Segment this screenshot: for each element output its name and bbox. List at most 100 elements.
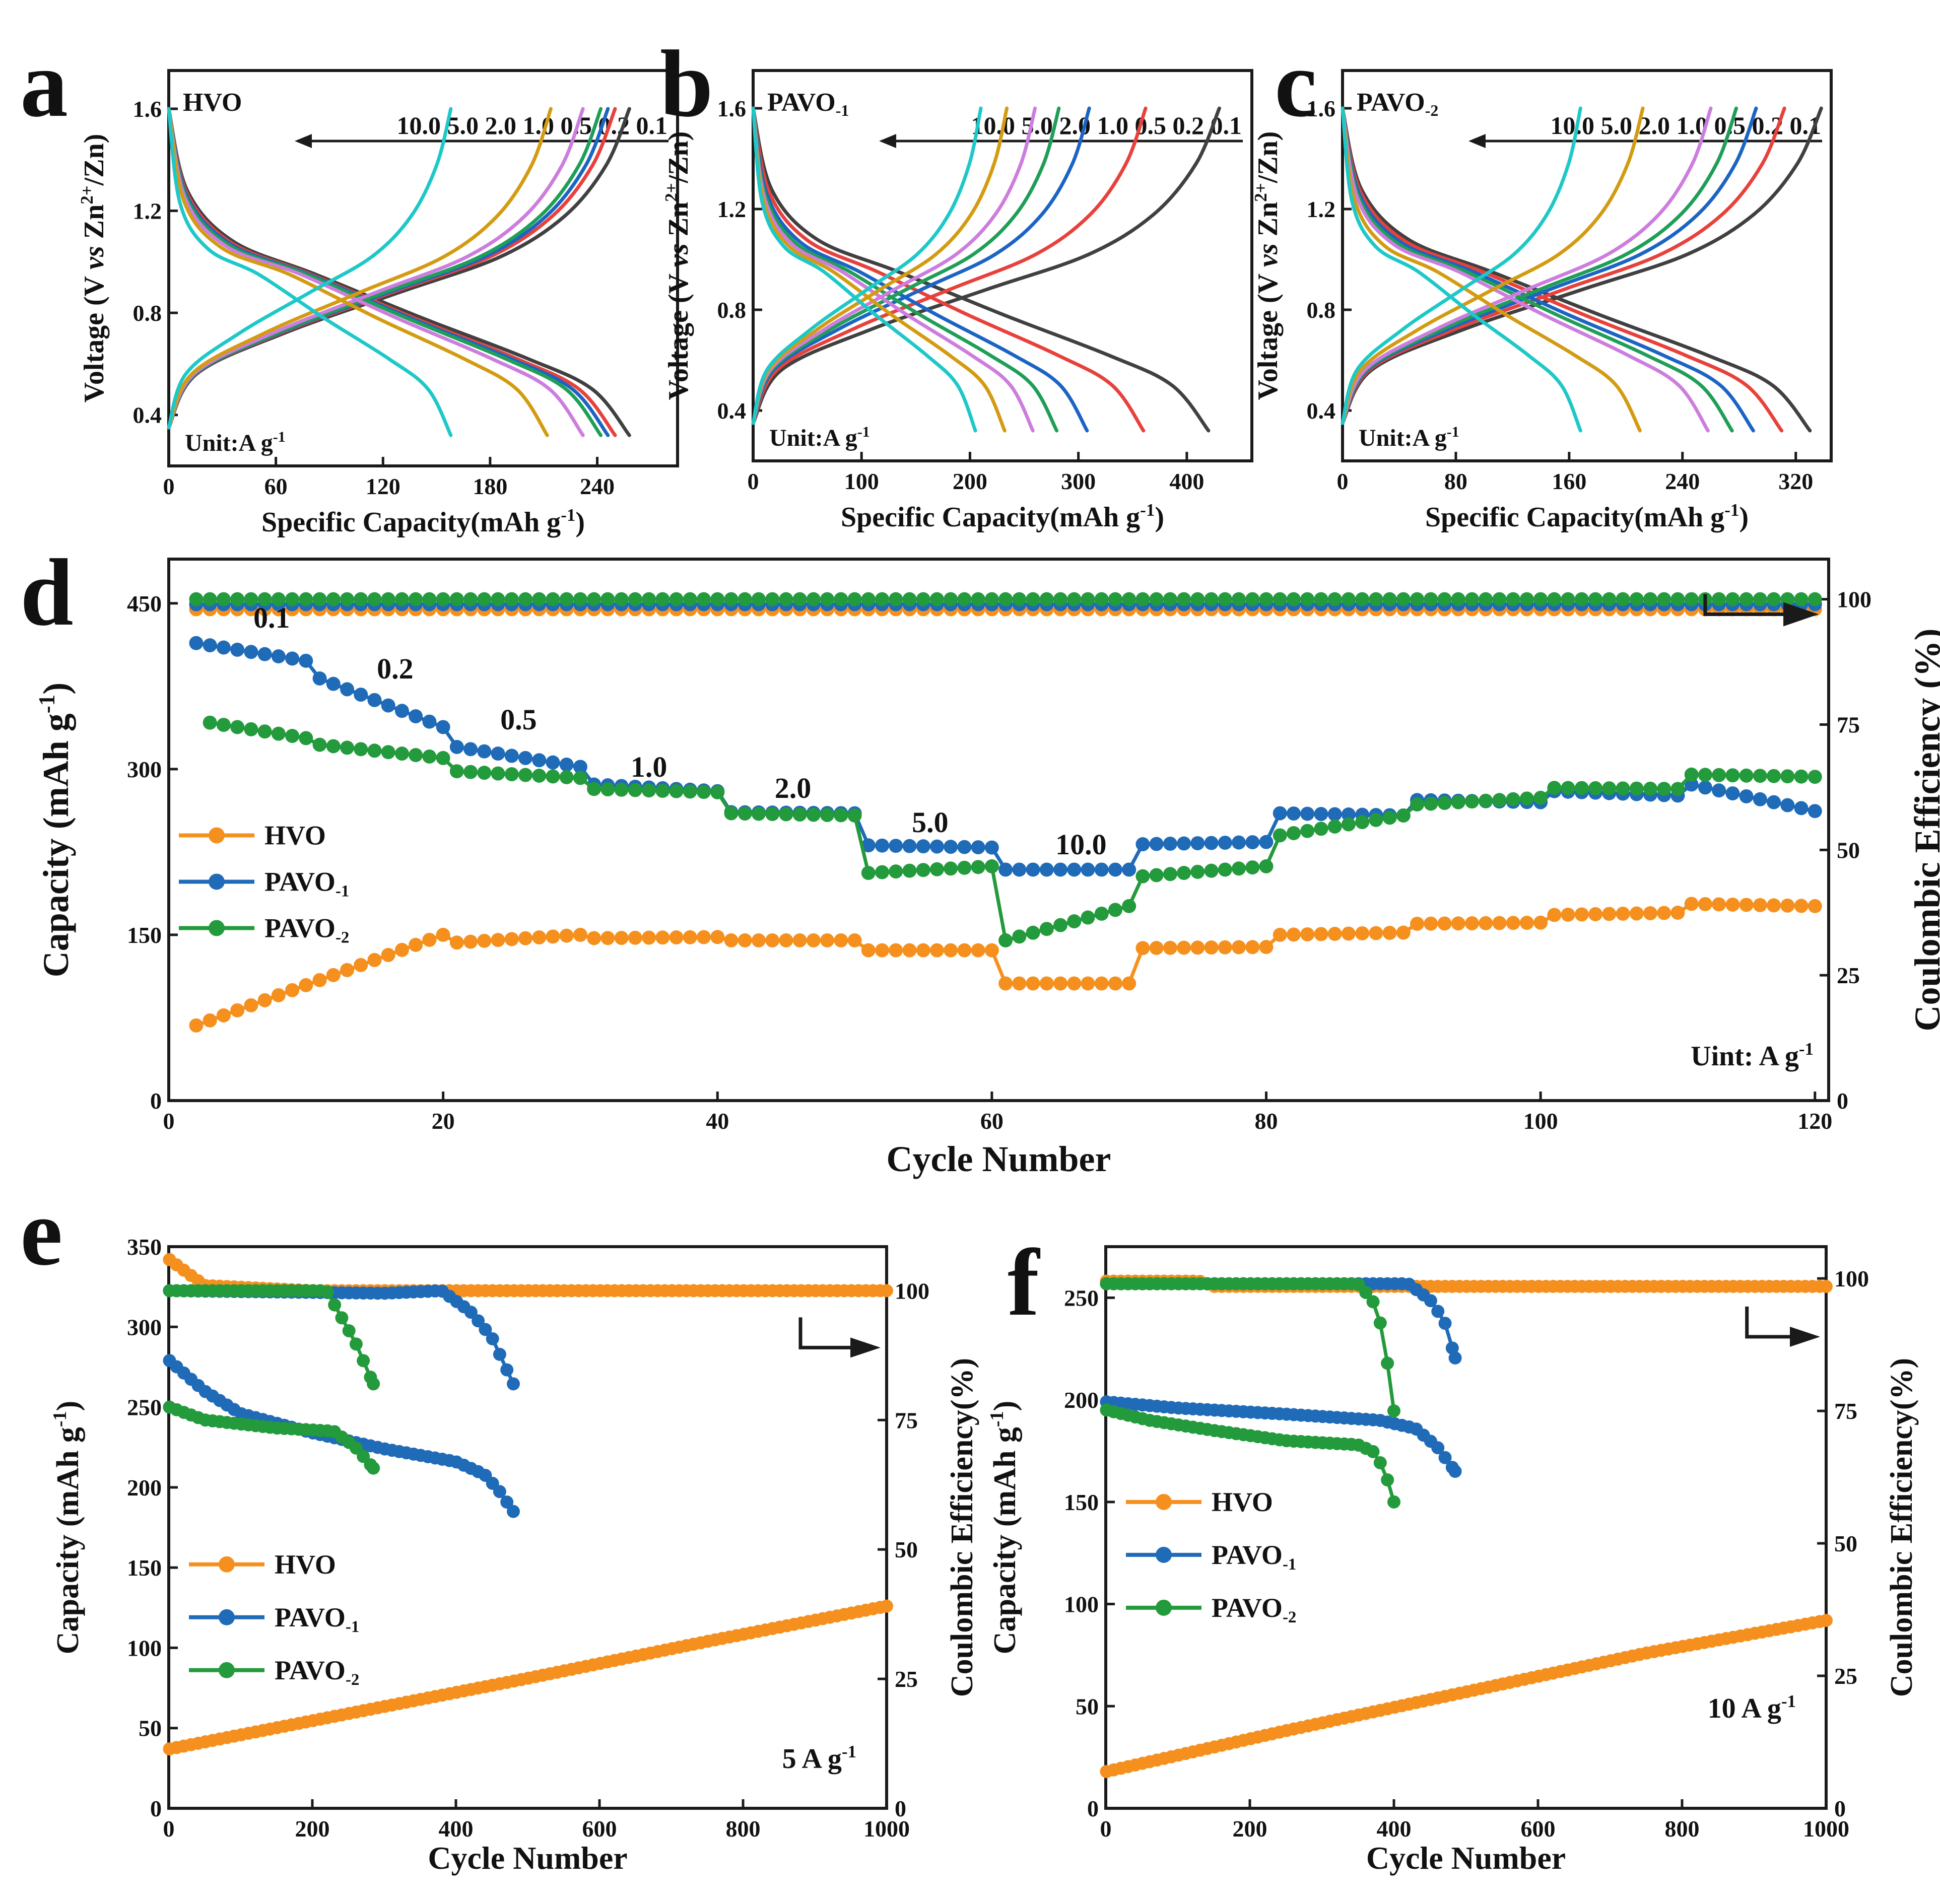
ce-point-pavo-2 xyxy=(1396,592,1411,606)
capacity-point-hvo xyxy=(1122,976,1136,991)
capacity-point-pavo-1 xyxy=(1725,786,1740,801)
capacity-point-pavo-1 xyxy=(1448,1465,1462,1478)
y-tick-label: 0.4 xyxy=(133,402,162,428)
capacity-point-hvo xyxy=(257,993,272,1007)
capacity-point-pavo-1 xyxy=(875,838,890,853)
capacity-point-hvo xyxy=(875,943,890,958)
ce-point-pavo-2 xyxy=(1355,592,1370,606)
ce-point-pavo-2 xyxy=(1149,592,1164,606)
capacity-point-pavo-1 xyxy=(1026,862,1040,877)
capacity-point-hvo xyxy=(1602,907,1617,921)
capacity-point-hvo xyxy=(1684,897,1699,911)
ce-point-pavo-2 xyxy=(1451,592,1465,606)
legend-label-hvo: HVO xyxy=(1212,1487,1273,1517)
capacity-point-pavo-1 xyxy=(257,647,272,661)
capacity-point-pavo-2 xyxy=(1094,906,1109,921)
ce-point-pavo-2 xyxy=(1094,592,1109,606)
ce-point-pavo-2 xyxy=(299,592,313,606)
ce-point-pavo-2 xyxy=(342,1324,356,1337)
y-tick-label: 150 xyxy=(127,1555,162,1581)
ce-point-pavo-2 xyxy=(1657,592,1671,606)
capacity-point-pavo-2 xyxy=(1396,808,1411,823)
plot-frame xyxy=(167,558,1830,1102)
y2-tick-label: 100 xyxy=(1834,1266,1869,1291)
capacity-point-pavo-2 xyxy=(1808,770,1822,784)
capacity-point-pavo-1 xyxy=(354,688,368,702)
y-tick-label: 450 xyxy=(127,591,162,617)
capacity-point-pavo-1 xyxy=(203,638,217,653)
capacity-point-hvo xyxy=(998,976,1013,991)
y-tick-label: 250 xyxy=(1064,1285,1099,1311)
capacity-point-hvo xyxy=(1506,916,1520,930)
capacity-point-hvo xyxy=(1410,916,1425,931)
capacity-point-pavo-1 xyxy=(1259,835,1274,849)
x-tick-label: 0 xyxy=(163,473,175,499)
capacity-point-hvo xyxy=(1424,916,1438,931)
x-tick-label: 20 xyxy=(432,1108,455,1134)
discharge-curve-0-5 xyxy=(167,107,610,437)
capacity-line-hvo xyxy=(195,902,1815,1028)
ce-point-pavo-2 xyxy=(724,592,739,606)
capacity-point-pavo-2 xyxy=(1492,793,1507,807)
capacity-point-pavo-2 xyxy=(1163,867,1177,881)
capacity-point-pavo-2 xyxy=(367,743,382,758)
capacity-point-pavo-1 xyxy=(1108,862,1122,877)
panel-letter: b xyxy=(660,31,713,137)
y2-tick-label: 100 xyxy=(895,1278,929,1304)
capacity-point-pavo-2 xyxy=(518,768,533,782)
capacity-point-pavo-2 xyxy=(1387,1495,1400,1509)
capacity-point-pavo-2 xyxy=(1519,791,1534,806)
discharge-curve-10-0 xyxy=(751,106,977,433)
capacity-point-pavo-2 xyxy=(971,860,985,874)
capacity-point-pavo-1 xyxy=(998,862,1013,877)
capacity-point-pavo-1 xyxy=(422,714,437,729)
y2-axis-title: Coulombic Efficiency (%) xyxy=(1907,629,1940,1032)
x-axis-title: Cycle Number xyxy=(1366,1840,1566,1876)
capacity-point-pavo-1 xyxy=(463,742,478,757)
capacity-point-hvo xyxy=(422,932,437,947)
capacity-point-hvo xyxy=(765,933,780,947)
capacity-point-hvo xyxy=(559,928,574,943)
charge-curve-10-0 xyxy=(1341,106,1582,425)
capacity-point-pavo-2 xyxy=(1780,769,1795,784)
ce-point-pavo-1 xyxy=(464,1306,478,1319)
capacity-point-hvo xyxy=(669,930,684,945)
capacity-point-pavo-2 xyxy=(902,863,917,878)
ce-point-pavo-1 xyxy=(1424,1294,1437,1308)
capacity-point-hvo xyxy=(1492,916,1507,930)
ce-point-pavo-2 xyxy=(984,592,999,606)
capacity-point-pavo-1 xyxy=(271,649,286,664)
x-tick-label: 200 xyxy=(1233,1816,1267,1842)
ce-point-pavo-2 xyxy=(573,592,587,606)
capacity-point-hvo xyxy=(1725,897,1740,912)
capacity-point-pavo-2 xyxy=(559,770,574,784)
y-tick-label: 0 xyxy=(1087,1796,1099,1821)
capacity-point-pavo-2 xyxy=(1561,781,1575,795)
capacity-point-pavo-1 xyxy=(1218,836,1232,850)
capacity-point-pavo-2 xyxy=(230,720,245,734)
x-tick-label: 200 xyxy=(295,1816,330,1842)
ce-point-pavo-2 xyxy=(916,592,930,606)
charge-curve-0-5 xyxy=(167,107,610,430)
capacity-point-pavo-2 xyxy=(697,785,711,799)
ce-point-pavo-2 xyxy=(751,592,766,606)
ce-point-pavo-2 xyxy=(394,592,409,606)
capacity-point-hvo xyxy=(1327,926,1342,941)
capacity-point-pavo-2 xyxy=(1753,769,1767,783)
y-tick-label: 50 xyxy=(139,1716,162,1741)
ce-point-pavo-2 xyxy=(532,592,547,606)
y2-tick-label: 75 xyxy=(1834,1398,1857,1424)
legend-label-hvo: HVO xyxy=(264,820,326,850)
capacity-point-hvo xyxy=(1533,915,1548,930)
capacity-point-pavo-1 xyxy=(312,671,327,686)
x-tick-label: 320 xyxy=(1778,468,1813,494)
capacity-point-hvo xyxy=(463,934,478,949)
ce-point-pavo-2 xyxy=(738,592,752,606)
ce-point-pavo-2 xyxy=(600,592,615,606)
capacity-point-pavo-1 xyxy=(1204,836,1219,850)
y-tick-label: 1.6 xyxy=(717,96,747,121)
panel-letter: f xyxy=(1008,1230,1041,1336)
capacity-point-pavo-2 xyxy=(751,806,766,821)
rate-label: 2.0 xyxy=(775,772,812,804)
